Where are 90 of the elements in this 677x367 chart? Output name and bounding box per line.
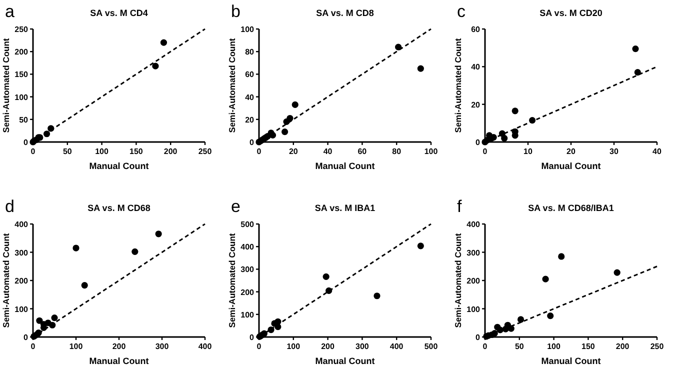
text: f — [457, 197, 462, 216]
x-tick-label: 30 — [610, 147, 619, 156]
x-tick-label: 40 — [323, 147, 333, 156]
text: d — [5, 197, 14, 216]
chart-title: SA vs. M IBA1 — [314, 203, 376, 213]
chart-title: SA vs. M CD4 — [90, 8, 148, 18]
x-tick-label: 50 — [62, 147, 72, 156]
x-tick-label: 80 — [392, 147, 402, 156]
y-tick-label: 200 — [240, 288, 255, 297]
y-tick-label: 0 — [476, 333, 481, 342]
y-tick-label: 400 — [240, 242, 255, 252]
x-tick-label: 250 — [650, 342, 664, 351]
x-tick-label: 150 — [130, 147, 144, 156]
y-tick-label: 500 — [240, 220, 255, 229]
y-axis-title: Semi-Automated Count — [227, 38, 237, 133]
text: a — [5, 2, 15, 21]
x-tick-label: 20 — [288, 147, 298, 156]
chart-title: SA vs. M CD68/IBA1 — [528, 203, 614, 213]
x-tick-label: 60 — [358, 147, 368, 156]
x-tick-label: 400 — [198, 342, 212, 351]
x-axis-title: Manual Count — [315, 356, 375, 366]
y-tick-label: 300 — [466, 248, 481, 258]
y-tick-label: 100 — [466, 304, 481, 314]
y-tick-label: 60 — [245, 70, 255, 80]
x-tick-label: 200 — [112, 342, 126, 351]
x-axis-title: Manual Count — [315, 161, 375, 171]
y-axis-title: Semi-Automated Count — [227, 233, 237, 328]
x-tick-label: 100 — [286, 342, 301, 351]
x-tick-label: 100 — [95, 147, 110, 156]
y-axis-title: Semi-Automated Count — [1, 38, 11, 133]
y-tick-label: 50 — [19, 115, 29, 124]
y-tick-label: 250 — [14, 25, 29, 34]
y-tick-label: 100 — [240, 25, 255, 34]
text: c — [457, 2, 466, 21]
y-tick-label: 200 — [14, 48, 29, 57]
y-tick-label: 40 — [471, 62, 481, 72]
y-tick-label: 20 — [471, 100, 481, 110]
x-tick-label: 200 — [164, 147, 178, 156]
y-tick-label: 300 — [240, 265, 255, 274]
y-tick-label: 100 — [14, 92, 29, 102]
y-tick-label: 100 — [240, 310, 255, 320]
y-tick-label: 200 — [14, 276, 29, 286]
x-tick-label: 0 — [256, 147, 262, 156]
y-axis-title: Semi-Automated Count — [453, 233, 463, 328]
x-tick-label: 100 — [547, 342, 562, 351]
x-axis-title: Manual Count — [541, 356, 601, 366]
y-tick-label: 0 — [24, 138, 29, 147]
y-tick-label: 0 — [24, 333, 29, 342]
y-tick-label: 200 — [466, 276, 481, 286]
y-tick-label: 0 — [250, 333, 255, 342]
x-tick-label: 100 — [69, 342, 84, 351]
text: b — [231, 2, 240, 21]
x-tick-label: 100 — [424, 147, 438, 156]
y-axis-title: Semi-Automated Count — [1, 233, 11, 328]
y-tick-label: 40 — [245, 92, 255, 102]
x-axis-title: Manual Count — [89, 356, 149, 366]
y-tick-label: 100 — [14, 304, 29, 314]
y-tick-label: 0 — [250, 138, 255, 147]
chart-title: SA vs. M CD68 — [88, 203, 150, 213]
y-tick-label: 150 — [14, 70, 29, 80]
y-tick-label: 0 — [476, 138, 481, 147]
x-tick-label: 0 — [30, 342, 36, 351]
x-tick-label: 300 — [155, 342, 170, 351]
x-tick-label: 200 — [616, 342, 630, 351]
x-tick-label: 500 — [424, 342, 438, 351]
text: e — [231, 197, 240, 216]
x-tick-label: 150 — [582, 342, 596, 351]
x-tick-label: 0 — [482, 342, 488, 351]
y-tick-label: 300 — [14, 248, 29, 258]
x-tick-label: 300 — [356, 342, 370, 351]
y-tick-label: 60 — [471, 25, 481, 34]
y-tick-label: 400 — [466, 220, 481, 229]
x-tick-label: 20 — [566, 147, 576, 156]
x-tick-label: 0 — [30, 147, 36, 156]
x-tick-label: 50 — [514, 342, 524, 351]
x-tick-label: 250 — [198, 147, 212, 156]
x-tick-label: 400 — [390, 342, 404, 351]
x-tick-label: 10 — [524, 147, 533, 156]
y-axis-title: Semi-Automated Count — [453, 38, 463, 133]
y-tick-label: 80 — [245, 48, 255, 57]
x-axis-title: Manual Count — [541, 161, 601, 171]
y-tick-label: 20 — [245, 115, 255, 124]
y-tick-label: 400 — [14, 220, 29, 229]
x-tick-label: 0 — [256, 342, 262, 351]
x-axis-title: Manual Count — [89, 161, 149, 171]
x-tick-label: 0 — [482, 147, 488, 156]
x-tick-label: 200 — [321, 342, 336, 351]
chart-title: SA vs. M CD8 — [316, 8, 374, 18]
chart-title: SA vs. M CD20 — [540, 8, 602, 18]
x-tick-label: 40 — [652, 147, 662, 156]
